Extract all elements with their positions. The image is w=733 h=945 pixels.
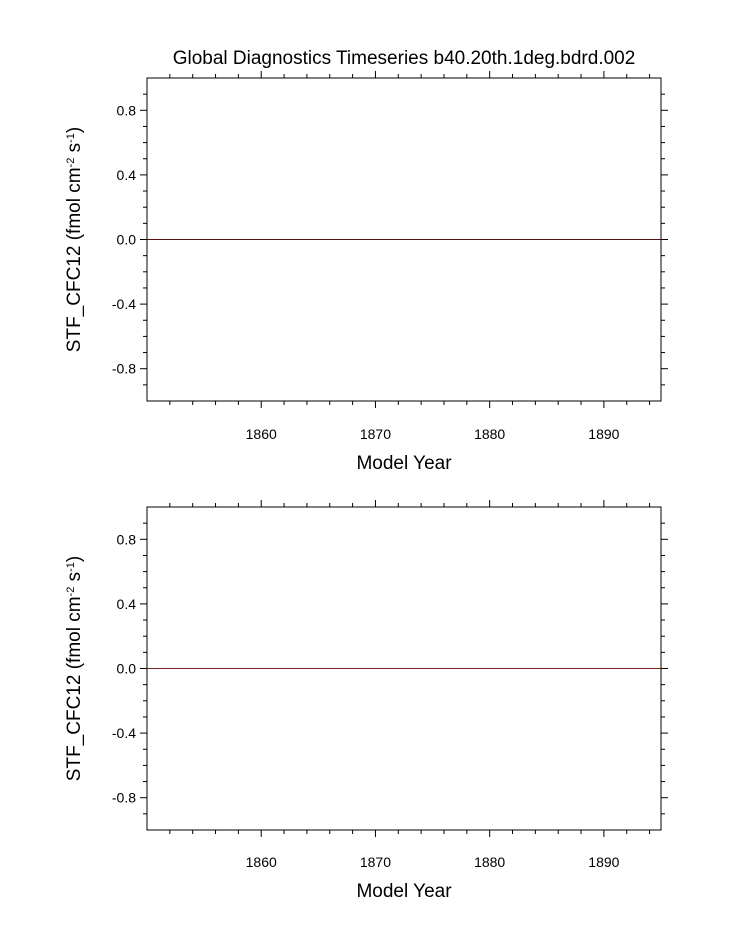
x-tick-label: 1880 bbox=[474, 426, 505, 442]
x-tick-label: 1880 bbox=[474, 854, 505, 870]
y-axis-label-end: ) bbox=[64, 127, 85, 133]
x-tick-label: 1860 bbox=[246, 426, 277, 442]
x-axis-label: Model Year bbox=[356, 453, 452, 474]
y-tick-label: 0.8 bbox=[117, 102, 137, 118]
y-tick-label: 0.4 bbox=[117, 167, 137, 183]
y-tick-label: 0.0 bbox=[117, 661, 137, 677]
y-axis-label-sup: -1 bbox=[65, 133, 77, 143]
y-axis-label: STF_CFC12 (fmol cm-2 s-1) bbox=[64, 556, 85, 781]
x-tick-label: 1890 bbox=[588, 854, 619, 870]
x-tick-label: 1870 bbox=[360, 854, 391, 870]
y-tick-label: -0.4 bbox=[112, 296, 136, 312]
y-tick-label: -0.4 bbox=[112, 725, 136, 741]
x-tick-label: 1890 bbox=[588, 426, 619, 442]
y-axis-label: STF_CFC12 (fmol cm-2 s-1) bbox=[64, 127, 85, 352]
y-axis-label-main: STF_CFC12 (fmol cm bbox=[64, 167, 85, 352]
y-axis-label-sup: -2 bbox=[65, 158, 77, 168]
x-tick-label: 1860 bbox=[246, 854, 277, 870]
y-axis-label-main: STF_CFC12 (fmol cm bbox=[64, 596, 85, 781]
x-tick-label: 1870 bbox=[360, 426, 391, 442]
y-axis-label-sup: -1 bbox=[65, 562, 77, 572]
y-tick-label: -0.8 bbox=[112, 361, 136, 377]
y-axis-label-mid: s bbox=[64, 572, 85, 587]
y-axis-label-sup: -2 bbox=[65, 587, 77, 597]
chart-title: Global Diagnostics Timeseries b40.20th.1… bbox=[173, 48, 636, 69]
chart-panel-2: 1860 1870 1880 1890 0.8 0.4 0.0 -0.4 -0.8 Model Y… bbox=[64, 500, 668, 902]
y-axis-label-mid: s bbox=[64, 143, 85, 158]
y-tick-label: 0.8 bbox=[117, 531, 137, 547]
y-tick-label: -0.8 bbox=[112, 790, 136, 806]
y-tick-label: 0.0 bbox=[117, 232, 137, 248]
x-axis-label: Model Year bbox=[356, 881, 452, 902]
chart-panel-1: 1860 1870 1880 1890 0.8 0.4 0.0 -0.4 -0.8 Global … bbox=[64, 48, 668, 474]
y-tick-label: 0.4 bbox=[117, 596, 137, 612]
y-axis-label-end: ) bbox=[64, 556, 85, 562]
